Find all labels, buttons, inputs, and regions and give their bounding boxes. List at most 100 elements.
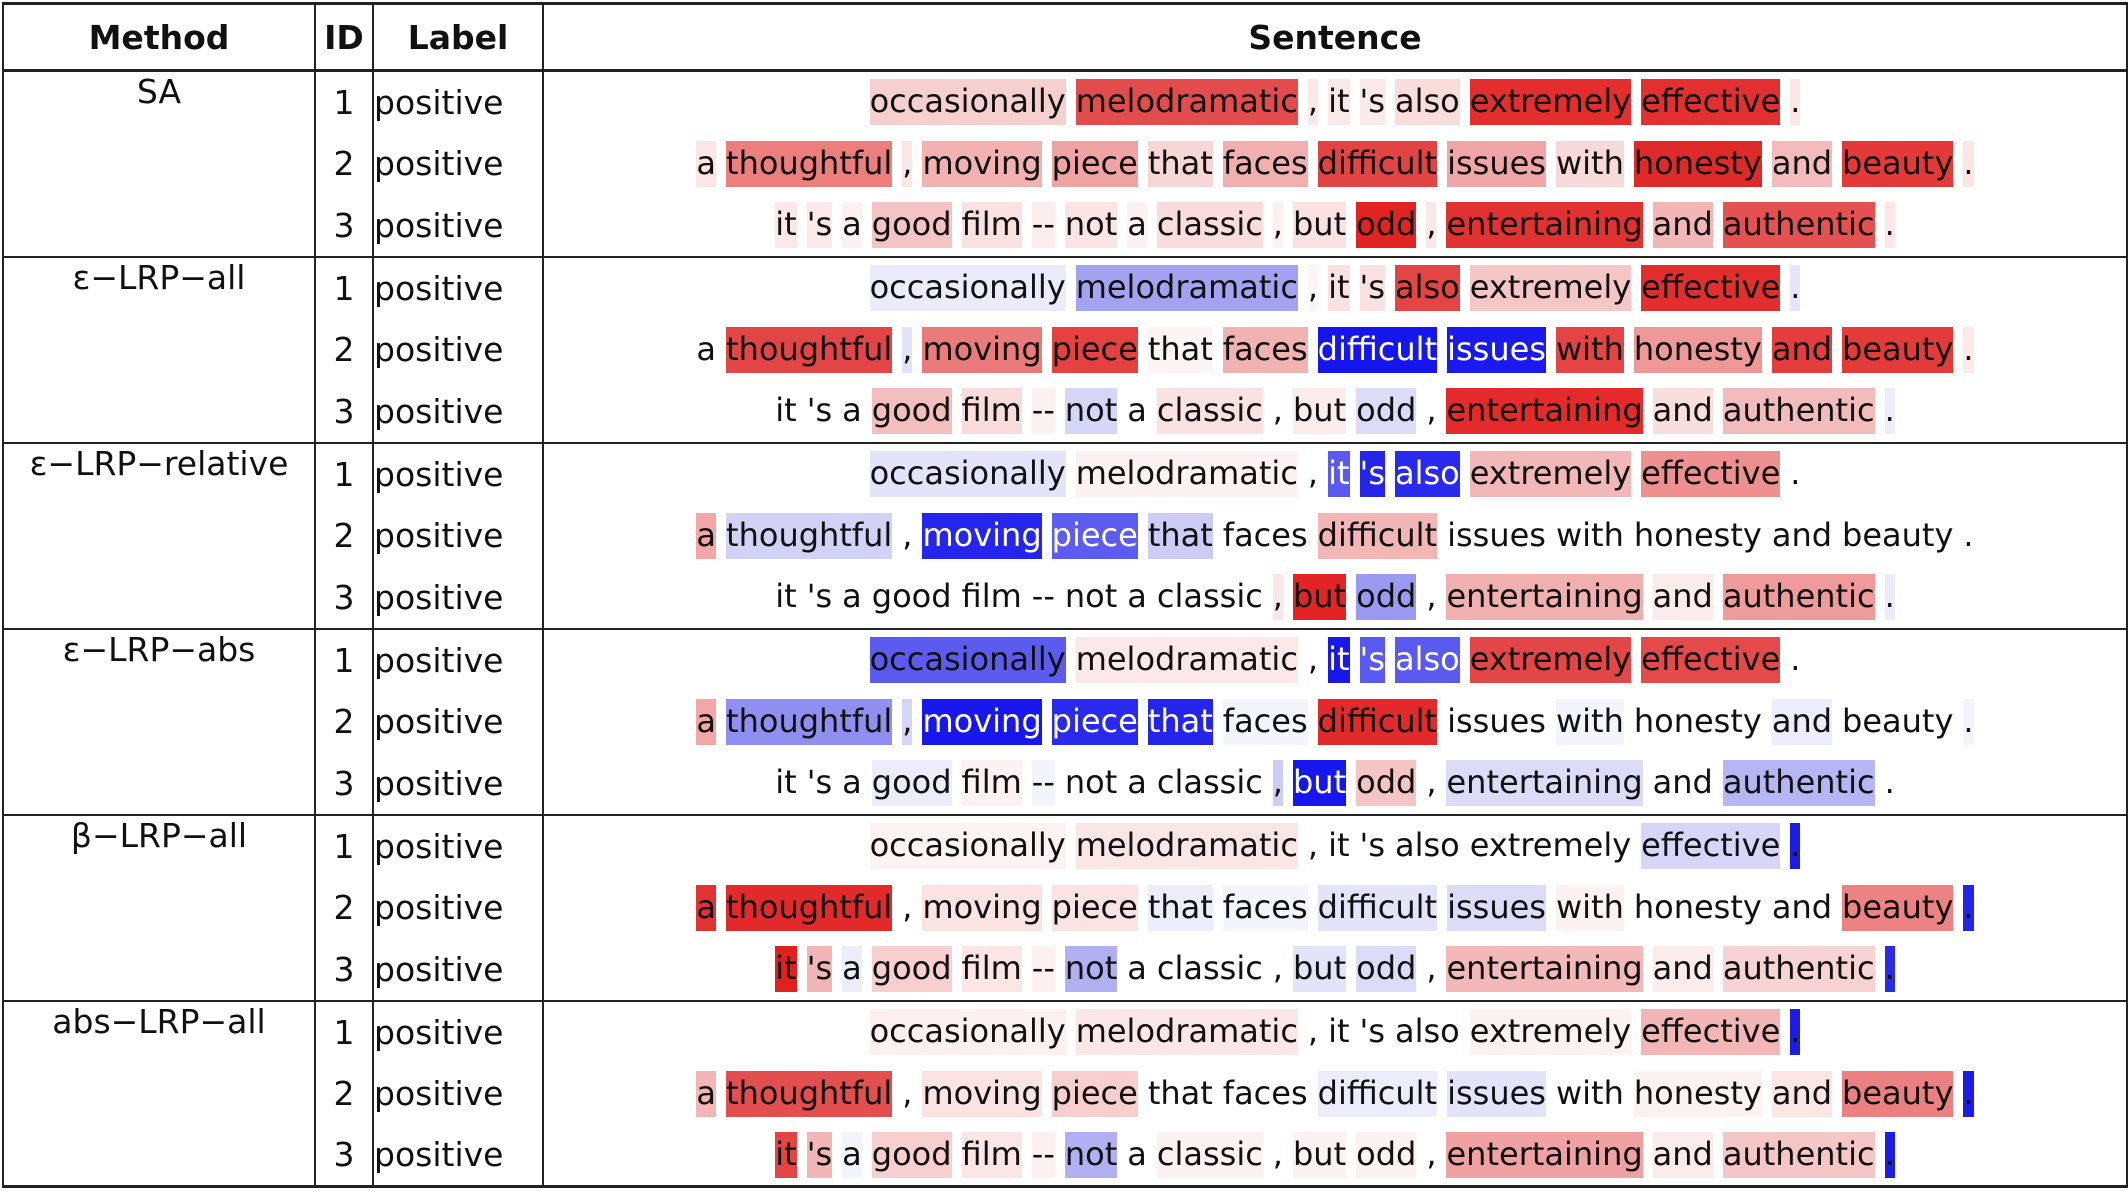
table-row: 2 positive a thoughtful, moving piece that face… [3, 504, 2128, 567]
token: faces [1222, 884, 1308, 931]
table-row: β−LRP−all 1 positive occasionally melodramat… [2, 814, 2128, 1001]
token: a [696, 884, 717, 931]
row-id: 2 [314, 690, 374, 753]
token: . [1790, 265, 1801, 311]
token: and [1771, 698, 1833, 745]
token: . [1884, 760, 1895, 806]
token: film [961, 202, 1022, 248]
token: beauty [1842, 512, 1954, 559]
token: it [1328, 1009, 1350, 1055]
token: and [1771, 326, 1833, 373]
row-id: 2 [314, 318, 374, 381]
token: moving [922, 884, 1042, 931]
header-method: Method [2, 2, 316, 72]
token: film [961, 946, 1022, 992]
token: , [1426, 946, 1437, 992]
row-label: positive [372, 380, 544, 443]
token: thoughtful [726, 512, 893, 559]
sentence-cell: occasionally melodramatic, it's also extreme… [542, 1000, 2128, 1063]
table-row: ε−LRP−relative 1 positive occasionally melod… [2, 442, 2128, 629]
token: a [1127, 202, 1147, 248]
token: a [1127, 1131, 1147, 1178]
token: classic [1156, 574, 1263, 620]
token: but [1292, 760, 1347, 806]
token: it [1328, 265, 1350, 311]
token: issues [1447, 1070, 1546, 1117]
token: a [842, 202, 862, 248]
token: . [1790, 1009, 1801, 1055]
token: effective [1641, 1009, 1781, 1055]
token: effective [1641, 451, 1781, 497]
sentence-cell: occasionally melodramatic, it's also extreme… [542, 256, 2128, 319]
token: issues [1447, 698, 1546, 745]
token: 's [1359, 451, 1385, 497]
token: entertaining [1446, 202, 1643, 248]
token: difficult [1317, 698, 1438, 745]
token: a [1127, 574, 1147, 620]
token: that [1147, 698, 1213, 745]
token: it [775, 388, 797, 434]
sentence-cell: it's a good film -- not a classic, but odd, entert… [542, 194, 2128, 257]
token: odd [1356, 202, 1417, 248]
token: and [1652, 760, 1713, 806]
table-row: SA 1 positive occasionally melodramatic, it's… [2, 70, 2128, 257]
token: and [1771, 512, 1833, 559]
token: but [1292, 574, 1347, 620]
token: melodramatic [1075, 265, 1298, 311]
token: film [961, 388, 1022, 434]
token: classic [1156, 760, 1263, 806]
token: 's [806, 574, 833, 620]
token: it [775, 760, 797, 806]
row-id: 1 [314, 814, 374, 877]
token: good [871, 202, 952, 248]
token: and [1652, 574, 1713, 620]
token: not [1064, 1131, 1118, 1178]
token: authentic [1722, 760, 1875, 806]
token: odd [1356, 946, 1417, 992]
token: -- [1031, 574, 1055, 620]
method-name: β−LRP−all [2, 814, 316, 1001]
table-row: 2 positive a thoughtful, moving piece that face… [3, 132, 2128, 195]
row-label: positive [372, 690, 544, 753]
token: not [1064, 760, 1118, 806]
method-name: abs−LRP−all [2, 1000, 316, 1187]
method-name: ε−LRP−all [2, 256, 316, 443]
token: , [1307, 79, 1319, 126]
token: also [1394, 79, 1460, 126]
token: classic [1156, 1131, 1263, 1178]
method-group: ε−LRP−abs 1 positive occasionally melodramat… [2, 628, 2128, 815]
token: thoughtful [726, 884, 893, 931]
token: , [1426, 760, 1437, 806]
token: , [1307, 451, 1319, 497]
token: beauty [1842, 1070, 1954, 1117]
token: also [1394, 265, 1460, 311]
token: faces [1222, 698, 1308, 745]
token: . [1963, 140, 1974, 187]
token: , [902, 698, 913, 745]
table-row: 3 positive it's a good film -- not a classic, but o… [3, 380, 2128, 443]
token: moving [922, 140, 1042, 187]
token: -- [1031, 388, 1055, 434]
token: authentic [1722, 388, 1875, 434]
token: that [1147, 884, 1213, 931]
row-label: positive [372, 504, 544, 567]
sentence-cell: a thoughtful, moving piece that faces difficul… [542, 1062, 2128, 1125]
row-id: 1 [314, 1000, 374, 1063]
token: . [1884, 388, 1895, 434]
token: issues [1447, 884, 1546, 931]
token: 's [806, 388, 833, 434]
token: . [1963, 884, 1974, 931]
token: and [1771, 140, 1833, 187]
token: it [1328, 823, 1350, 869]
token: and [1652, 946, 1713, 992]
token: with [1555, 512, 1624, 559]
token: also [1394, 637, 1460, 683]
token: faces [1222, 326, 1308, 373]
token: beauty [1842, 884, 1954, 931]
token: faces [1222, 1070, 1308, 1117]
token: honesty [1633, 140, 1762, 187]
token: a [842, 760, 862, 806]
token: but [1292, 202, 1347, 248]
token: melodramatic [1075, 823, 1298, 869]
token: entertaining [1446, 574, 1643, 620]
